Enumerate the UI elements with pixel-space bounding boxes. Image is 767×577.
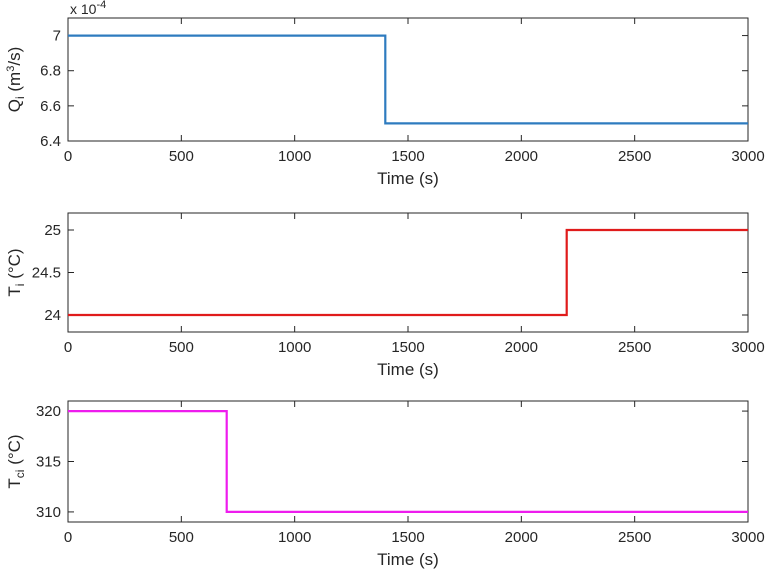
chart-2-xtick-label: 1000 <box>278 339 311 356</box>
chart-3-ylabel-subscript: ci <box>13 470 27 479</box>
chart-1-series-line <box>68 34 748 125</box>
chart-3-xtick-label: 2500 <box>618 529 651 546</box>
subplot-inflow-rate: 0 500 1000 1500 2000 2500 3000 6.4 6.6 6.8 7 Time (… <box>5 0 765 188</box>
chart-3-xtick-label: 0 <box>64 529 72 546</box>
chart-1-xtick-label: 1000 <box>278 148 311 165</box>
chart-1-ytick-label: 7 <box>53 28 61 45</box>
chart-1-ylabel-superscript: 3 <box>5 66 17 72</box>
chart-3-series-line <box>68 410 748 513</box>
chart-1-xtick-label: 2500 <box>618 148 651 165</box>
chart-1-xtick-label: 500 <box>169 148 194 165</box>
chart-3-xtick-label: 3000 <box>731 529 764 546</box>
chart-3-xtick-label: 1500 <box>391 529 424 546</box>
chart-1-xtick-label: 2000 <box>505 148 538 165</box>
chart-3-ytick-label: 320 <box>36 403 61 420</box>
chart-2-ytick-label: 24.5 <box>32 265 61 282</box>
chart-3-xlabel: Time (s) <box>377 550 439 569</box>
chart-2-xtick-label: 2000 <box>505 339 538 356</box>
chart-1-ylabel-subscript: i <box>13 96 27 99</box>
chart-2-series-line <box>68 228 748 317</box>
chart-2-ytick-label: 24 <box>44 307 61 324</box>
chart-1-xtick-label: 1500 <box>391 148 424 165</box>
chart-3-ytick-label: 310 <box>36 504 61 521</box>
chart-1-ytick-label: 6.8 <box>40 63 61 80</box>
chart-2-xtick-label: 3000 <box>731 339 764 356</box>
chart-2-ylabel-subscript: i <box>13 284 27 287</box>
chart-3-xtick-label: 1000 <box>278 529 311 546</box>
chart-1-axes-frame <box>67 17 749 142</box>
subplot-inlet-temperature: 0 500 1000 1500 2000 2500 3000 24 24.5 25 Time (s)… <box>5 212 765 379</box>
chart-1-ylabel: Qi (m3/s) <box>5 47 27 112</box>
chart-1-xtick-label: 3000 <box>731 148 764 165</box>
chart-1-xlabel: Time (s) <box>377 169 439 188</box>
chart-2-xtick-label: 2500 <box>618 339 651 356</box>
chart-1-xtick-label: 0 <box>64 148 72 165</box>
chart-3-axes-frame <box>67 400 749 523</box>
chart-2-xtick-label: 0 <box>64 339 72 356</box>
chart-2-ytick-label: 25 <box>44 222 61 239</box>
chart-2-xtick-label: 1500 <box>391 339 424 356</box>
chart-3-xtick-label: 2000 <box>505 529 538 546</box>
chart-2-ylabel: Ti (°C) <box>5 248 27 296</box>
chart-3-ylabel: Tci (°C) <box>5 434 27 488</box>
subplot-coolant-inlet-temperature: 0 500 1000 1500 2000 2500 3000 310 315 320 Time (s… <box>5 400 765 569</box>
chart-1-exponent-label: x 10-4 <box>70 0 106 17</box>
chart-3-xtick-label: 500 <box>169 529 194 546</box>
chart-2-axes-frame <box>67 212 749 333</box>
chart-2-xlabel: Time (s) <box>377 360 439 379</box>
chart-1-ytick-label: 6.4 <box>40 133 61 150</box>
chart-2-xtick-label: 500 <box>169 339 194 356</box>
chart-1-ytick-label: 6.6 <box>40 98 61 115</box>
chart-3-ytick-label: 315 <box>36 454 61 471</box>
